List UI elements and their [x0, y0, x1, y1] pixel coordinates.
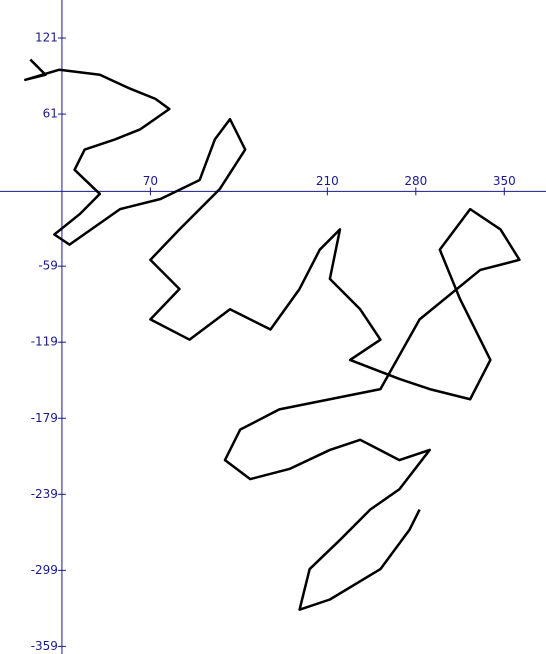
y-tick-label: -359	[31, 639, 58, 653]
x-tick-label: 70	[143, 174, 158, 188]
y-tick-label: 61	[43, 107, 58, 121]
y-tick-label: -299	[31, 563, 58, 577]
y-tick-label: 121	[35, 31, 58, 45]
x-tick-label: 210	[316, 174, 339, 188]
y-tick-label: -179	[31, 411, 58, 425]
x-tick-label: 280	[404, 174, 427, 188]
y-tick-label: -239	[31, 487, 58, 501]
y-tick-label: -119	[31, 335, 58, 349]
y-tick-label: -59	[38, 259, 58, 273]
walk-line	[24, 58, 521, 611]
x-tick-label: 350	[493, 174, 516, 188]
